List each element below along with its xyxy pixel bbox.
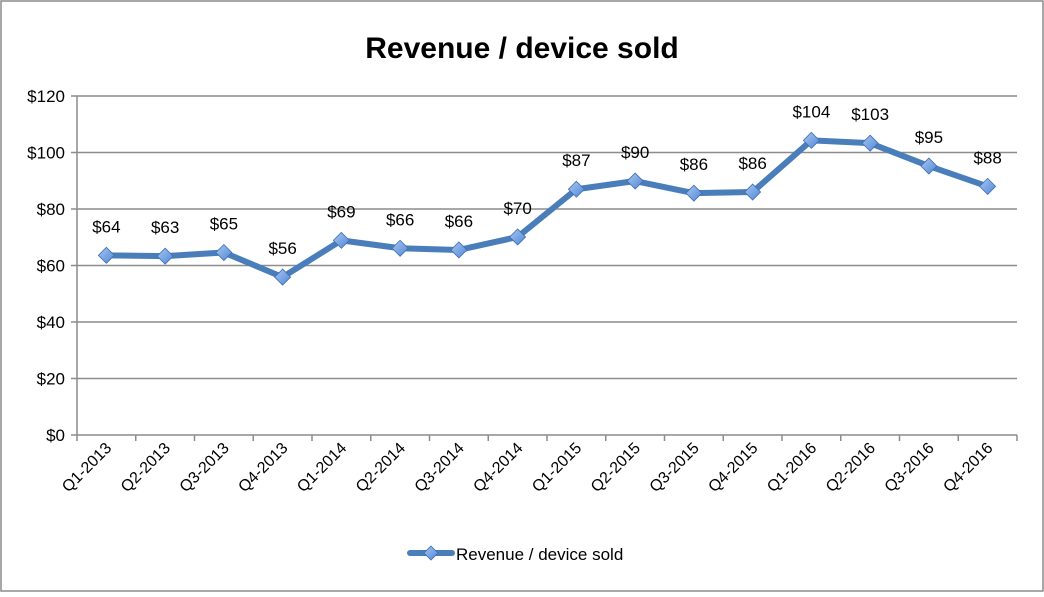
- data-label: $56: [268, 239, 296, 258]
- data-point: [332, 231, 350, 249]
- data-label: $63: [151, 218, 179, 237]
- y-tick-label: $60: [37, 257, 65, 276]
- y-tick-label: $120: [27, 87, 65, 106]
- data-point: [156, 247, 174, 265]
- data-label: $66: [445, 212, 473, 231]
- data-label: $103: [851, 105, 889, 124]
- y-tick-label: $100: [27, 144, 65, 163]
- legend: Revenue / device sold: [407, 545, 623, 564]
- data-point: [450, 241, 468, 259]
- data-point: [567, 180, 585, 198]
- data-label: $90: [621, 143, 649, 162]
- data-point: [861, 134, 879, 152]
- data-point: [802, 131, 820, 149]
- legend-marker: [423, 545, 439, 561]
- chart-title: Revenue / device sold: [365, 32, 678, 65]
- data-label: $64: [92, 217, 120, 236]
- data-point: [920, 157, 938, 175]
- data-point: [979, 177, 997, 195]
- data-label: $104: [792, 102, 830, 121]
- data-point: [97, 246, 115, 264]
- data-point: [509, 228, 527, 246]
- data-label: $86: [738, 154, 766, 173]
- data-label: $69: [327, 202, 355, 221]
- data-point: [215, 243, 233, 262]
- y-tick-label: $80: [37, 200, 65, 219]
- data-point: [744, 183, 762, 201]
- data-label: $95: [915, 128, 943, 147]
- data-point: [685, 184, 703, 202]
- data-point: [626, 172, 644, 190]
- data-label: $86: [680, 155, 708, 174]
- data-point: [274, 268, 292, 286]
- series-line: [106, 137, 989, 281]
- data-label: $87: [562, 151, 590, 170]
- data-label: $70: [503, 199, 531, 218]
- y-tick-label: $20: [37, 370, 65, 389]
- data-label: $65: [210, 215, 238, 234]
- y-tick-label: $0: [46, 426, 65, 445]
- data-point: [391, 239, 409, 257]
- y-tick-label: $40: [37, 313, 65, 332]
- legend-label: Revenue / device sold: [456, 545, 623, 564]
- data-label: $66: [386, 210, 414, 229]
- data-label: $88: [973, 148, 1001, 167]
